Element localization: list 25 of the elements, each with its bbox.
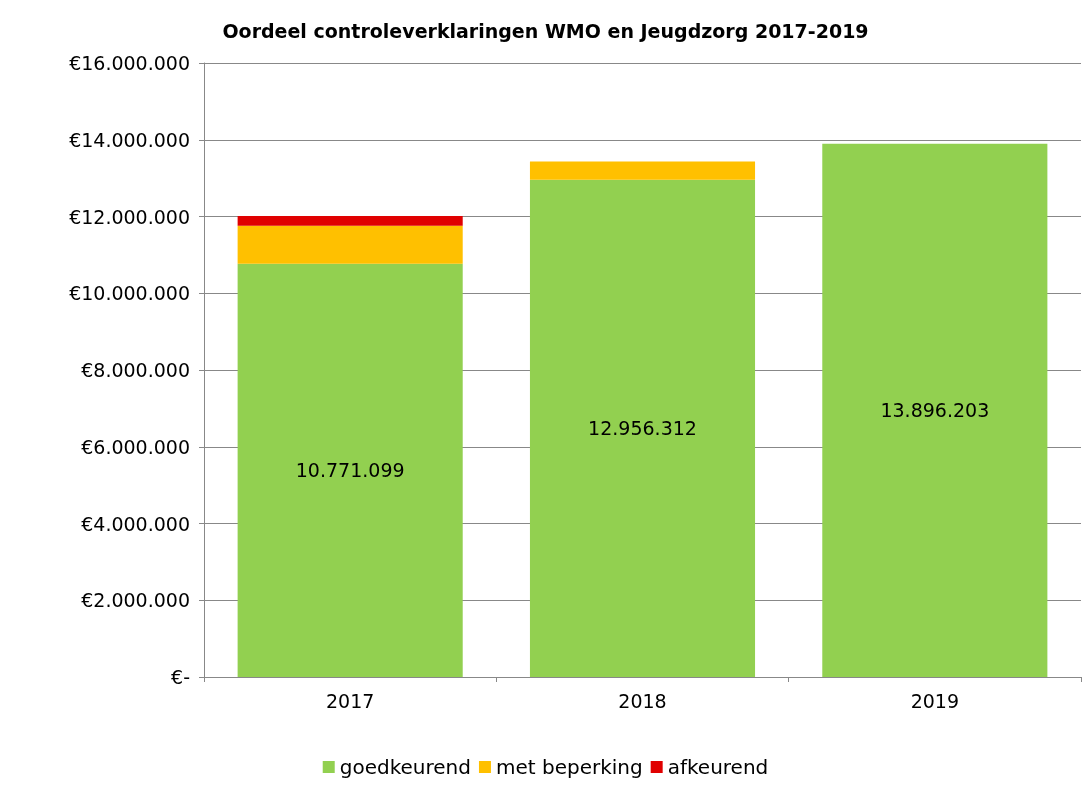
legend-label: met beperking <box>495 755 643 779</box>
y-tick-label: €14.000.000 <box>69 128 190 151</box>
y-tick-label: €6.000.000 <box>81 435 190 458</box>
y-tick-label: €12.000.000 <box>69 205 190 228</box>
y-tick-label: €2.000.000 <box>81 589 190 612</box>
legend-label: afkeurend <box>667 755 769 779</box>
data-label: 10.771.099 <box>295 459 405 482</box>
bar <box>529 161 756 180</box>
data-label: 13.896.203 <box>880 399 990 422</box>
legend-label: goedkeurend <box>339 755 471 779</box>
x-tick-label: 2017 <box>325 689 375 712</box>
bar <box>237 225 463 264</box>
bar <box>529 179 756 677</box>
y-tick-label: €- <box>171 666 190 688</box>
data-label: 12.956.312 <box>588 417 697 440</box>
x-tick-label: 2018 <box>618 689 667 712</box>
bar <box>237 263 463 677</box>
bar <box>237 216 463 226</box>
y-tick-label: €16.000.000 <box>69 52 190 74</box>
chart-title: Oordeel controleverklaringen WMO en Jeugdzorg 2017-2019 <box>222 19 869 42</box>
y-tick-label: €8.000.000 <box>81 359 190 381</box>
x-tick-label: 2019 <box>910 689 960 712</box>
y-tick-label: €4.000.000 <box>81 512 190 535</box>
y-tick-label: €10.000.000 <box>69 282 190 305</box>
bar <box>822 143 1048 677</box>
